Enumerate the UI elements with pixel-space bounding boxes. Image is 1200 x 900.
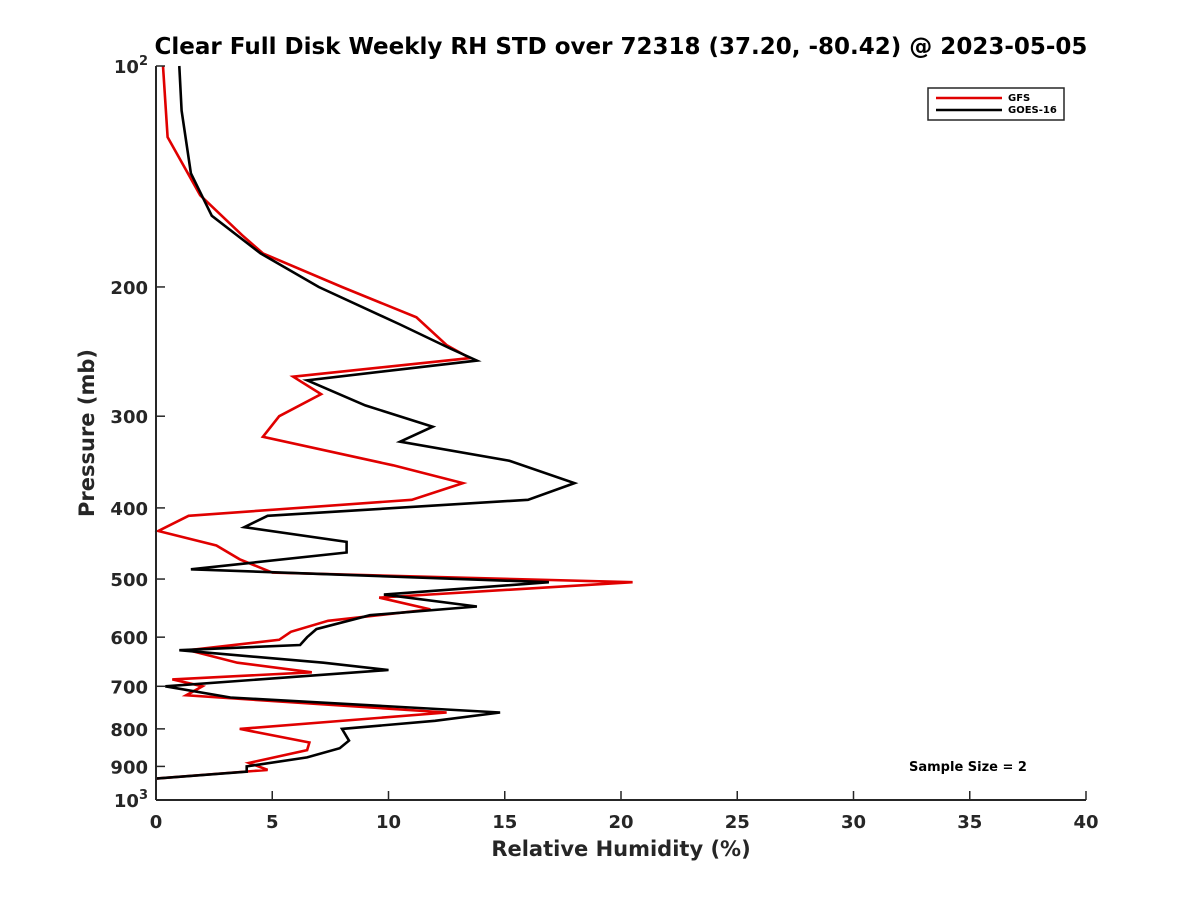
y-tick-label: 400 xyxy=(110,499,148,520)
y-tick-label: 500 xyxy=(110,570,148,591)
y-tick-label: 300 xyxy=(110,407,148,428)
x-tick-label: 35 xyxy=(957,812,982,833)
x-tick-label: 15 xyxy=(492,812,517,833)
y-tick-label: 700 xyxy=(110,677,148,698)
x-axis-label: Relative Humidity (%) xyxy=(491,837,750,861)
y-tick-label: 103 xyxy=(114,788,148,812)
y-tick-label: 800 xyxy=(110,720,148,741)
x-tick-label: 30 xyxy=(841,812,866,833)
x-ticks: 0 5 10 15 20 25 30 35 40 xyxy=(150,791,1099,833)
x-tick-label: 25 xyxy=(725,812,750,833)
y-tick-label: 900 xyxy=(110,757,148,778)
axes xyxy=(155,66,1086,801)
legend-box xyxy=(927,87,1065,121)
legend-label-goes-16: GOES-16 xyxy=(1008,105,1057,116)
x-tick-label: 20 xyxy=(608,812,633,833)
series-line-goes-16 xyxy=(155,65,579,780)
chart-title: Clear Full Disk Weekly RH STD over 72318… xyxy=(155,34,1088,60)
y-ticks: 102 200 300 400 500 600 700 800 900 103 xyxy=(110,54,165,812)
legend: GFS GOES-16 xyxy=(927,87,1065,121)
y-tick-label: 102 xyxy=(114,54,148,78)
x-tick-label: 5 xyxy=(266,812,279,833)
legend-label-gfs: GFS xyxy=(1008,93,1030,104)
x-tick-label: 40 xyxy=(1073,812,1098,833)
x-tick-label: 0 xyxy=(150,812,163,833)
y-tick-label: 200 xyxy=(110,278,148,299)
series-layer xyxy=(154,65,633,780)
y-axis-label: Pressure (mb) xyxy=(75,349,99,517)
x-tick-label: 10 xyxy=(376,812,401,833)
series-line-gfs xyxy=(154,65,633,780)
sample-size-annotation: Sample Size = 2 xyxy=(909,760,1027,775)
y-tick-label: 600 xyxy=(110,628,148,649)
